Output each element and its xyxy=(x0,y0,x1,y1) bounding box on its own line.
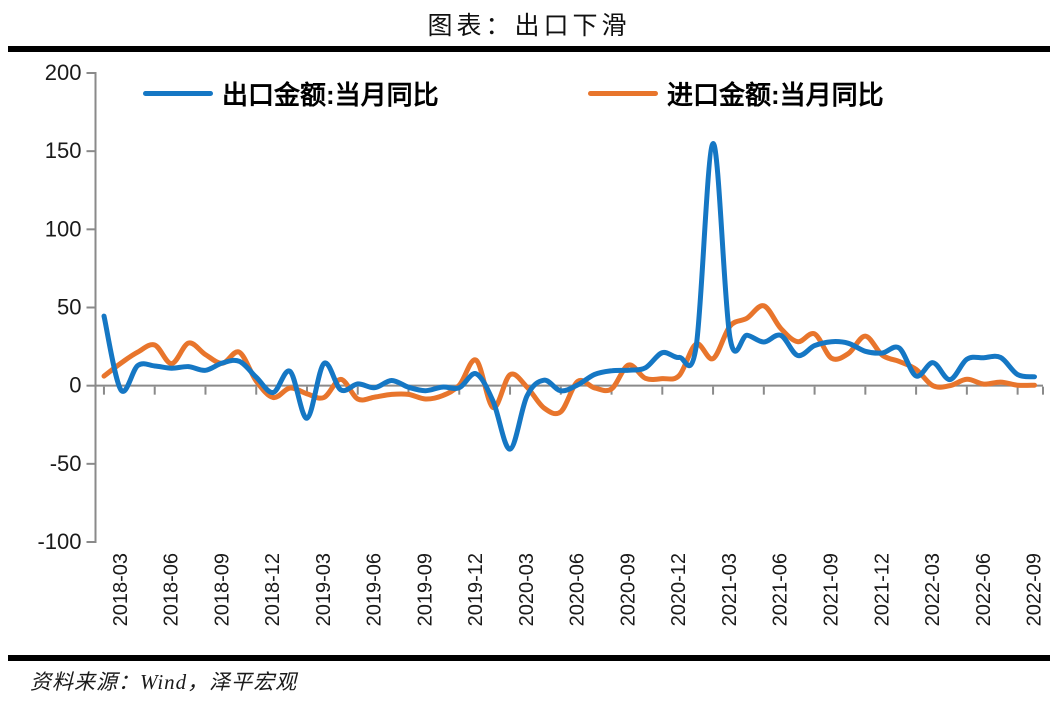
y-tick-label: -50 xyxy=(50,451,82,476)
legend-item-imports: 进口金额:当月同比 xyxy=(588,76,884,110)
y-tick-label: 200 xyxy=(45,60,82,85)
y-tick-label: 150 xyxy=(45,138,82,163)
x-tick-label: 2019-12 xyxy=(465,553,487,626)
x-tick-label: 2019-09 xyxy=(414,553,436,626)
exports-series-line xyxy=(101,140,1037,452)
bottom-divider-rule xyxy=(8,655,1050,661)
x-tick-label: 2019-03 xyxy=(313,553,335,626)
x-tick-label: 2018-06 xyxy=(161,553,183,626)
x-tick-label: 2018-12 xyxy=(262,553,284,626)
legend-label-exports: 出口金额:当月同比 xyxy=(222,79,439,110)
x-tick-labels: 2018-03 2018-06 2018-09 2018-12 2019-03 2019-… xyxy=(110,553,1046,626)
x-tick-label: 2022-06 xyxy=(973,553,995,626)
chart-title: 图表：出口下滑 xyxy=(427,13,631,40)
x-axis xyxy=(95,384,1044,395)
series-lines xyxy=(101,140,1037,452)
legend-item-exports: 出口金额:当月同比 xyxy=(143,76,439,110)
y-tick-label: -100 xyxy=(37,529,81,554)
x-tick-label: 2020-12 xyxy=(668,553,690,626)
x-tick-label: 2018-03 xyxy=(110,553,132,626)
exports-line-swatch-icon xyxy=(143,90,213,96)
y-tick-label: 50 xyxy=(57,295,81,320)
x-tick-label: 2019-06 xyxy=(364,553,386,626)
x-tick-label: 2022-09 xyxy=(1024,553,1046,626)
x-tick-label: 2021-12 xyxy=(871,553,893,626)
x-tick-label: 2022-03 xyxy=(922,553,944,626)
source-note: 资料来源：Wind，泽平宏观 xyxy=(30,670,298,694)
imports-series-line xyxy=(101,303,1037,417)
imports-line-swatch-icon xyxy=(588,90,658,96)
x-tick-label: 2021-09 xyxy=(821,553,843,626)
y-axis: 200 150 100 50 0 -50 -100 xyxy=(37,60,97,554)
y-tick-label: 0 xyxy=(69,373,81,398)
x-tick-label: 2021-06 xyxy=(770,553,792,626)
x-tick-label: 2020-09 xyxy=(617,553,639,626)
x-tick-label: 2021-03 xyxy=(719,553,741,626)
top-divider-rule xyxy=(8,46,1050,52)
x-tick-label: 2020-06 xyxy=(567,553,589,626)
x-tick-label: 2020-03 xyxy=(516,553,538,626)
y-tick-label: 100 xyxy=(45,216,82,241)
x-tick-label: 2018-09 xyxy=(211,553,233,626)
legend-label-imports: 进口金额:当月同比 xyxy=(667,79,884,110)
legend: 出口金额:当月同比 进口金额:当月同比 xyxy=(0,76,1058,110)
